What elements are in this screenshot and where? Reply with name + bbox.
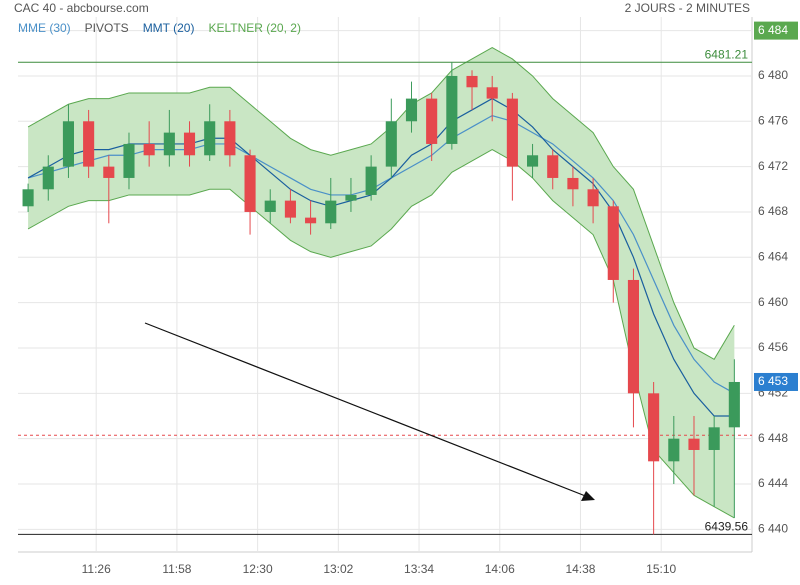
chart-subtitle: 2 JOURS - 2 MINUTES xyxy=(625,1,750,15)
candle-body xyxy=(62,121,74,167)
candle-body xyxy=(103,166,115,178)
candle-body xyxy=(688,438,700,450)
candle-body xyxy=(446,75,458,144)
level-label: 6481.21 xyxy=(705,47,749,61)
candle-body xyxy=(426,98,438,144)
tick-highlight xyxy=(754,21,798,40)
x-tick-label: 11:26 xyxy=(82,562,111,576)
y-tick-label: 6 464 xyxy=(758,249,788,263)
candle-body xyxy=(506,98,518,167)
x-tick-label: 14:06 xyxy=(485,562,515,576)
y-tick-label: 6 460 xyxy=(758,295,788,309)
candle-body xyxy=(183,132,196,156)
y-tick-label: 6 472 xyxy=(758,159,788,173)
candle-body xyxy=(163,132,175,156)
candle-body xyxy=(587,189,599,207)
candle-body xyxy=(22,189,34,207)
legend-entry: PIVOTS xyxy=(85,21,129,35)
x-tick-label: 13:02 xyxy=(323,562,353,576)
y-tick-label: 6 484 xyxy=(758,23,788,37)
y-tick-label: 6 480 xyxy=(758,68,788,82)
candle-body xyxy=(547,155,559,178)
candle-body xyxy=(83,121,95,167)
arrow-head xyxy=(581,491,595,501)
chart-title: CAC 40 - abcbourse.com xyxy=(14,1,149,15)
x-tick-label: 12:30 xyxy=(243,562,273,576)
x-tick-label: 14:38 xyxy=(565,562,595,576)
candle-body xyxy=(466,75,478,88)
legend-entry: MMT (20) xyxy=(143,21,195,35)
y-tick-label: 6 468 xyxy=(758,204,788,218)
candle-body xyxy=(325,200,337,224)
candle-body xyxy=(527,155,539,167)
candle-body xyxy=(728,381,740,428)
y-tick-label: 6 444 xyxy=(758,476,788,490)
keltner-lower xyxy=(27,149,735,519)
last-price-label: 6 453 xyxy=(758,374,788,388)
candle-body xyxy=(627,279,639,394)
candle-body xyxy=(708,427,720,450)
legend-entry: KELTNER (20, 2) xyxy=(208,21,300,35)
candle-body xyxy=(284,200,296,218)
y-tick-label: 6 440 xyxy=(758,522,788,536)
candle-body xyxy=(607,206,619,280)
x-tick-label: 11:58 xyxy=(162,562,191,576)
y-tick-label: 6 448 xyxy=(758,431,788,445)
candle-body xyxy=(567,177,579,190)
candle-body xyxy=(345,194,357,201)
x-tick-label: 15:10 xyxy=(646,562,676,576)
candle-body xyxy=(668,438,680,462)
last-price-box xyxy=(754,372,798,391)
x-tick-label: 13:34 xyxy=(404,562,434,576)
candle-body xyxy=(405,98,418,122)
candle-body xyxy=(204,121,216,156)
level-label: 6439.56 xyxy=(705,519,749,533)
y-tick-label: 6 476 xyxy=(758,113,788,127)
candle-body xyxy=(305,217,317,224)
candle-body xyxy=(385,121,397,167)
annotation-arrow xyxy=(144,322,589,498)
y-tick-label: 6 456 xyxy=(758,340,788,354)
candle-body xyxy=(365,166,377,195)
candle-body xyxy=(486,87,498,99)
candle-body xyxy=(42,166,54,190)
candle-body xyxy=(123,143,135,178)
legend-entry: MME (30) xyxy=(18,21,71,35)
candle-body xyxy=(264,200,276,212)
candle-body xyxy=(648,393,660,462)
candle-body xyxy=(143,143,155,156)
candle-body xyxy=(244,155,256,212)
candle-body xyxy=(224,121,236,156)
keltner-upper xyxy=(27,47,735,360)
